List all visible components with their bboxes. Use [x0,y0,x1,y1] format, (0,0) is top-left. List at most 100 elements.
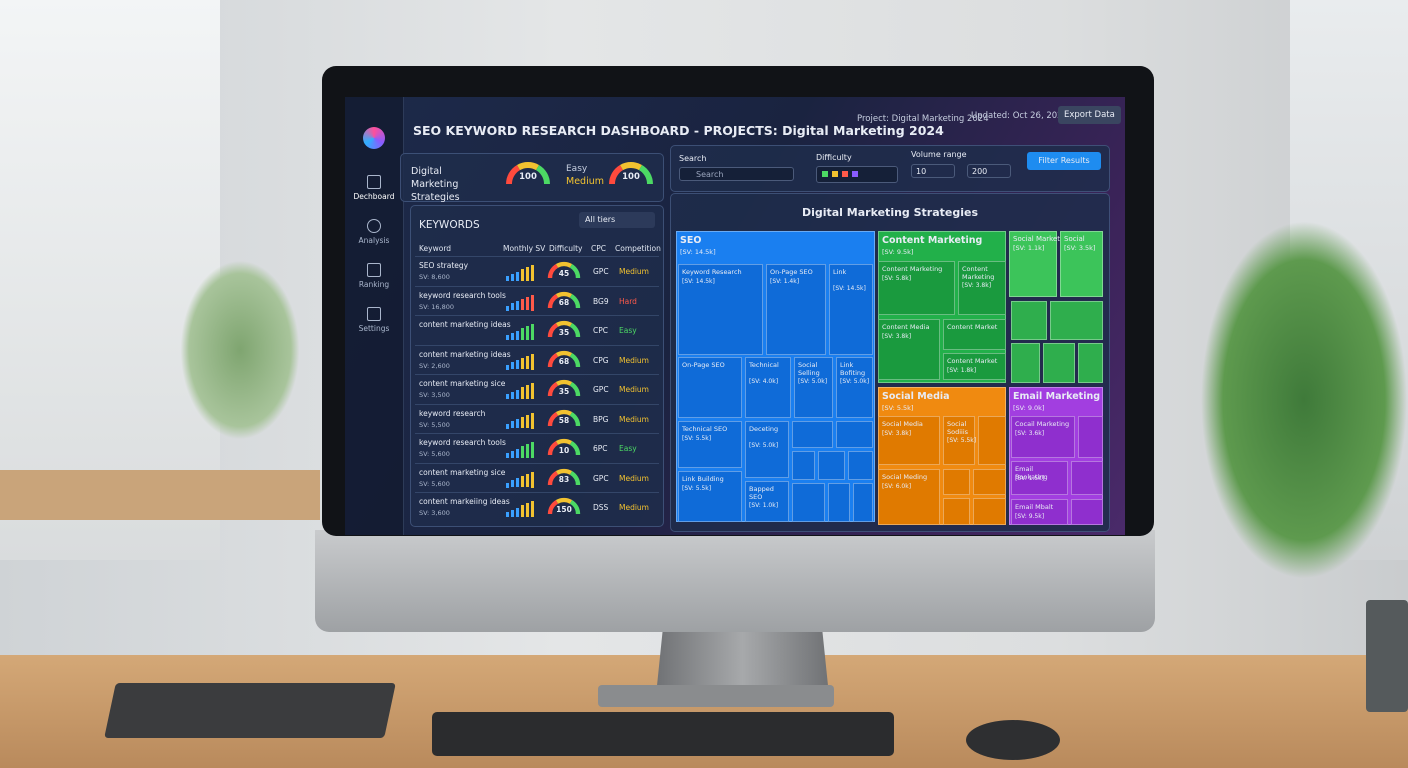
tile-name: Social Meding [882,473,928,481]
sv-bar [521,475,524,488]
gauge-value: 58 [558,416,570,426]
row-divider [415,256,659,257]
volume-max[interactable]: 200 [967,164,1011,178]
window [0,0,220,560]
group-sv: [SV: 9.0k] [1013,404,1045,412]
gauge-arc [555,320,573,327]
tile-sv: [SV: 5.0k] [798,378,828,385]
treemap-tile: Technical [SV: 4.0k] [745,357,791,418]
gauge-arc [555,350,573,357]
tile-sv: [SV: 3.8k] [882,430,912,437]
nav-item[interactable]: Ranking [358,280,390,289]
sv-bar [506,335,509,340]
gauge-value: 83 [558,475,570,485]
tile-sv: [SV: 9.5k] [1015,513,1045,520]
search-input[interactable]: Search [679,167,794,181]
competition: Medium [619,355,649,365]
treemap-tile [1011,301,1047,340]
gauge [547,468,581,485]
gauge-arc [555,497,573,504]
gauge-value: 35 [558,386,570,396]
nav-icon[interactable] [367,263,381,277]
nav-icon[interactable] [367,307,381,321]
treemap-tile [818,451,845,480]
screen: SEO KEYWORD RESEARCH DASHBOARD - PROJECT… [345,97,1125,535]
summary-card: Digital Marketing Strategies Easy Medium… [400,153,664,203]
nav-icon[interactable] [367,175,381,189]
sv-bar [531,353,534,370]
export-button[interactable]: Export Data [1058,106,1121,124]
gauge [547,438,581,456]
gauge [547,497,581,515]
row-divider [415,462,659,464]
tile-sv: [SV: 5.0k] [749,442,779,449]
tile-name: Email Bookating [1015,465,1048,481]
treemap-tile [978,416,1006,465]
group-sv: [SV: 14.5k] [680,248,716,256]
nav-item[interactable]: Dechboard [353,192,395,201]
tile-name: Technical SEO [682,425,728,433]
gauge-arc [569,411,581,426]
gauge-arc [547,470,559,485]
cpc: BPG [593,414,609,424]
sv-bar [506,423,509,429]
sv-bar [526,503,529,517]
gauge-arc [555,438,573,445]
search-volume: SV: 8,600 [419,273,450,281]
gauge-arc [517,162,539,171]
treemap-tile [792,451,815,480]
tier-dropdown[interactable]: All tiers [579,212,655,228]
gauge-arc [569,499,581,515]
tile-name: Link [833,268,847,276]
nav-item[interactable]: Settings [358,324,390,333]
tile-sv: [SV: 5.5k] [682,485,712,492]
gauge-value: 45 [558,268,570,278]
sv-bar [521,446,524,458]
sv-bar [506,512,509,517]
gauge-arc [547,499,559,515]
volume-min[interactable]: 10 [911,164,955,178]
pot [1366,600,1408,712]
treemap-tile [836,421,873,448]
tile-sv: [SV: 1.0k] [749,502,779,509]
treemap-tile [943,498,970,525]
treemap-tile: Content Marketing [SV: 5.8k] [878,261,955,315]
gauge-arc [547,411,559,426]
treemap-tile: Content Market [943,319,1006,350]
gauge-arc [555,409,573,416]
difficulty-select[interactable] [816,166,898,183]
nav-item[interactable]: Analysis [358,236,390,245]
keyword: keyword research [419,408,486,418]
gauge-arc [555,291,573,298]
treemap-tile [848,451,873,480]
competition: Medium [619,414,649,424]
search-volume: SV: 5,600 [419,450,450,458]
tile-sv: [SV: 6.0k] [882,483,912,490]
logo[interactable] [363,127,385,149]
sv-bar [506,364,509,370]
treemap-tile: Keyword Research [SV: 14.5k] [678,264,763,355]
sv-bar [511,450,514,458]
treemap-tile [943,469,970,495]
filter-button[interactable]: Filter Results [1027,152,1101,170]
gauge [547,291,581,308]
treemap-tile [792,483,825,522]
tile-sv: [SV: 3.8k] [882,333,912,340]
sv-bar [511,480,514,488]
treemap-tile [853,483,873,522]
tile-sv: [SV: 4.0k] [749,378,779,385]
sv-bar [506,482,509,488]
sv-bar [511,391,514,399]
tile-name: Social Sodiiis [947,420,969,436]
sv-bar [511,273,514,281]
treemap-tile: Content Market [SV: 1.8k] [943,353,1006,380]
cpc: 6PC [593,444,608,453]
group-name: Social [1064,235,1085,243]
sv-bar [516,271,519,281]
stand-base [598,685,834,707]
tile-sv: [SV: 5.8k] [882,275,912,282]
sv-bar [521,298,524,311]
nav-icon[interactable] [367,219,381,233]
volume-label: Volume range [911,150,967,159]
